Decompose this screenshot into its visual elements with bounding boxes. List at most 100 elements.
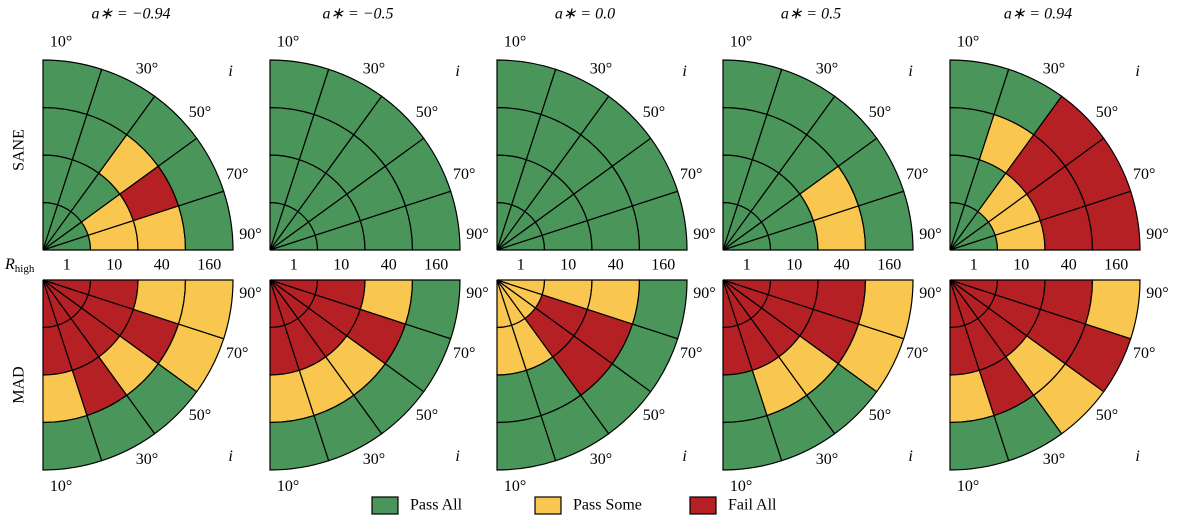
r-tick-label: 40	[608, 257, 624, 274]
i-label: i	[455, 448, 459, 465]
angle-label: 10°	[957, 478, 979, 495]
angle-label: 10°	[277, 478, 299, 495]
r-label: Rhigh	[4, 256, 35, 275]
r-label-main: R	[4, 256, 15, 273]
angle-label: 70°	[680, 166, 702, 183]
r-tick-label: 1	[517, 257, 525, 274]
r-tick-label: 10	[786, 257, 802, 274]
angle-label: 50°	[189, 104, 211, 121]
r-tick-label: 1	[63, 257, 71, 274]
legend-swatch	[534, 496, 562, 515]
r-tick-label: 1	[970, 257, 978, 274]
angle-label: 30°	[816, 451, 838, 468]
legend-label: Fail All	[728, 497, 777, 514]
r-tick-label: 160	[1104, 257, 1128, 274]
angle-label: 70°	[226, 166, 248, 183]
r-tick-label: 40	[381, 257, 397, 274]
cell	[177, 279, 234, 340]
r-tick-label: 1	[290, 257, 298, 274]
angle-label: 50°	[416, 104, 438, 121]
legend-swatch	[689, 496, 717, 515]
cell	[1084, 190, 1141, 251]
column-title: a∗ = −0.94	[92, 6, 171, 23]
angle-label: 30°	[590, 61, 612, 78]
r-label-sub: high	[15, 263, 35, 275]
angle-label: 10°	[504, 33, 526, 50]
angle-label: 50°	[643, 407, 665, 424]
r-tick-label: 10	[560, 257, 576, 274]
row-label: MAD	[11, 366, 28, 403]
angle-label: 70°	[453, 166, 475, 183]
angle-label: 30°	[136, 61, 158, 78]
angle-label: 30°	[136, 451, 158, 468]
r-tick-label: 160	[877, 257, 901, 274]
angle-label: 90°	[466, 226, 488, 243]
legend-swatch	[371, 496, 399, 515]
r-tick-label: 40	[154, 257, 170, 274]
angle-label: 90°	[1146, 226, 1168, 243]
angle-label: 10°	[277, 33, 299, 50]
angle-label: 50°	[869, 104, 891, 121]
i-label: i	[682, 63, 686, 80]
i-label: i	[1135, 448, 1139, 465]
r-tick-label: 40	[1061, 257, 1077, 274]
cell	[631, 279, 688, 340]
r-tick-label: 1	[743, 257, 751, 274]
i-label: i	[455, 63, 459, 80]
angle-label: 30°	[363, 451, 385, 468]
angle-label: 30°	[363, 61, 385, 78]
i-label: i	[1135, 63, 1139, 80]
angle-label: 10°	[504, 478, 526, 495]
i-label: i	[682, 448, 686, 465]
angle-label: 50°	[643, 104, 665, 121]
column-title: a∗ = 0.94	[1004, 6, 1072, 23]
cell	[631, 190, 688, 251]
angle-label: 90°	[466, 285, 488, 302]
angle-label: 70°	[1133, 345, 1155, 362]
r-tick-label: 10	[1013, 257, 1029, 274]
r-tick-label: 160	[651, 257, 675, 274]
angle-label: 10°	[50, 478, 72, 495]
cell	[404, 190, 461, 251]
angle-label: 90°	[239, 226, 261, 243]
angle-label: 90°	[693, 285, 715, 302]
angle-label: 90°	[919, 285, 941, 302]
angle-label: 30°	[816, 61, 838, 78]
angle-label: 30°	[590, 451, 612, 468]
angle-label: 90°	[239, 285, 261, 302]
row-label: SANE	[11, 129, 28, 171]
r-tick-label: 10	[106, 257, 122, 274]
angle-label: 10°	[957, 33, 979, 50]
r-tick-label: 40	[834, 257, 850, 274]
angle-label: 70°	[906, 166, 928, 183]
cell	[857, 279, 914, 340]
angle-label: 70°	[680, 345, 702, 362]
legend-label: Pass All	[410, 497, 463, 514]
cell	[857, 190, 914, 251]
angle-label: 50°	[1096, 407, 1118, 424]
angle-label: 70°	[226, 345, 248, 362]
i-label: i	[228, 448, 232, 465]
r-tick-label: 160	[424, 257, 448, 274]
r-tick-label: 10	[333, 257, 349, 274]
column-title: a∗ = −0.5	[323, 6, 394, 23]
angle-label: 10°	[50, 33, 72, 50]
legend-label: Pass Some	[573, 497, 642, 514]
cell	[1084, 279, 1141, 340]
cell	[177, 190, 234, 251]
angle-label: 30°	[1043, 61, 1065, 78]
angle-label: 50°	[189, 407, 211, 424]
angle-label: 50°	[869, 407, 891, 424]
angle-label: 90°	[1146, 285, 1168, 302]
r-tick-label: 160	[197, 257, 221, 274]
angle-label: 70°	[1133, 166, 1155, 183]
i-label: i	[908, 63, 912, 80]
column-title: a∗ = 0.0	[555, 6, 615, 23]
i-label: i	[908, 448, 912, 465]
angle-label: 10°	[730, 33, 752, 50]
angle-label: 70°	[906, 345, 928, 362]
angle-label: 30°	[1043, 451, 1065, 468]
angle-label: 70°	[453, 345, 475, 362]
i-label: i	[228, 63, 232, 80]
